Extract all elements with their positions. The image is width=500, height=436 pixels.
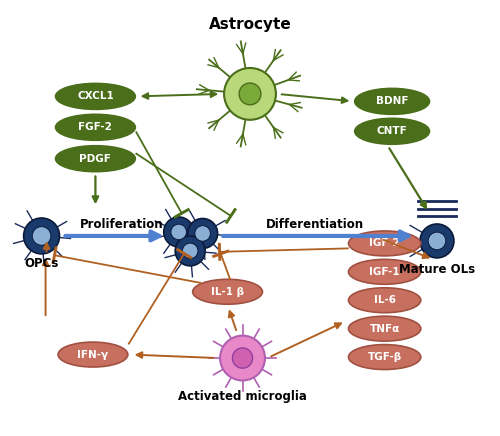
Text: Proliferation: Proliferation bbox=[80, 218, 164, 232]
Text: PDGF: PDGF bbox=[80, 153, 112, 164]
Circle shape bbox=[32, 227, 51, 245]
Ellipse shape bbox=[348, 231, 421, 256]
Circle shape bbox=[220, 336, 265, 381]
Circle shape bbox=[188, 218, 218, 249]
Text: IFN-γ: IFN-γ bbox=[78, 350, 108, 360]
Text: IL-6: IL-6 bbox=[374, 295, 396, 305]
Text: IGF-1: IGF-1 bbox=[370, 267, 400, 277]
Circle shape bbox=[175, 236, 205, 266]
Ellipse shape bbox=[56, 114, 136, 140]
Circle shape bbox=[171, 224, 186, 240]
Circle shape bbox=[182, 243, 198, 259]
Circle shape bbox=[232, 348, 252, 368]
Text: BDNF: BDNF bbox=[376, 96, 408, 106]
Ellipse shape bbox=[348, 288, 421, 313]
Ellipse shape bbox=[58, 342, 128, 367]
Circle shape bbox=[24, 218, 60, 254]
Circle shape bbox=[195, 226, 210, 241]
Ellipse shape bbox=[354, 89, 430, 114]
Ellipse shape bbox=[348, 344, 421, 370]
Text: Differentiation: Differentiation bbox=[266, 218, 364, 232]
Circle shape bbox=[239, 83, 261, 105]
Ellipse shape bbox=[56, 146, 136, 172]
Text: Astrocyte: Astrocyte bbox=[208, 17, 292, 32]
Ellipse shape bbox=[354, 118, 430, 144]
Ellipse shape bbox=[348, 316, 421, 341]
Ellipse shape bbox=[56, 83, 136, 109]
Text: Mature OLs: Mature OLs bbox=[399, 263, 475, 276]
Circle shape bbox=[428, 232, 446, 250]
Text: TNFα: TNFα bbox=[370, 324, 400, 334]
Text: IGF-2: IGF-2 bbox=[370, 238, 400, 249]
Text: Activated microglia: Activated microglia bbox=[178, 390, 307, 403]
Circle shape bbox=[164, 217, 194, 247]
Text: IL-1 β: IL-1 β bbox=[211, 287, 244, 297]
Ellipse shape bbox=[192, 279, 262, 304]
Text: FGF-2: FGF-2 bbox=[78, 122, 112, 132]
Text: TGF-β: TGF-β bbox=[368, 352, 402, 362]
Text: CXCL1: CXCL1 bbox=[77, 92, 114, 102]
Text: CNTF: CNTF bbox=[376, 126, 408, 136]
Ellipse shape bbox=[348, 259, 421, 284]
Circle shape bbox=[224, 68, 276, 120]
Circle shape bbox=[420, 224, 454, 258]
Text: OPCs: OPCs bbox=[24, 257, 59, 270]
